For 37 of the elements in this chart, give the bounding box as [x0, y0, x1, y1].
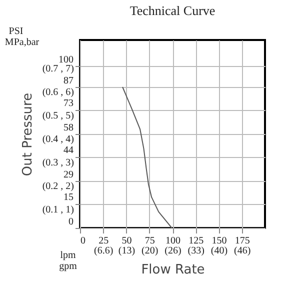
y-tick-label: 100	[58, 54, 74, 66]
x2-tick-label: (46)	[234, 246, 251, 256]
x-tick-label: 100	[166, 236, 180, 246]
x-tick-label: 50	[122, 236, 132, 246]
x-tick-label: 25	[98, 236, 109, 246]
x-tick-label: 175	[234, 236, 250, 246]
text: (0.3 , 3)	[42, 158, 74, 168]
x-tick-label: 125	[188, 236, 204, 246]
y-tick-label: 73	[64, 98, 74, 110]
y-tick-label: 44	[64, 145, 74, 156]
x-axis-title: Flow Rate	[141, 262, 205, 278]
x-tick-label: 150	[212, 236, 227, 246]
text: (0.7 , 7)	[42, 64, 74, 74]
x2-tick-label: (20)	[142, 246, 158, 256]
text: (0.2 , 2)	[42, 181, 74, 192]
text: (0.6 , 6)	[42, 87, 74, 98]
x2-tick-label: (33)	[188, 246, 204, 256]
x2-tick-label: (26)	[164, 246, 182, 256]
x-tick-label: 0	[80, 236, 86, 246]
x2-tick-label: (13)	[118, 246, 136, 256]
text: gpm	[59, 261, 78, 272]
text: (0.1 , 1)	[42, 204, 74, 216]
y-tick-label: 29	[64, 170, 74, 180]
y-tick-label: 0	[68, 216, 74, 228]
y-tick-label: 58	[64, 122, 74, 134]
text: PSI	[8, 26, 24, 37]
chart-title: Technical Curve	[130, 3, 216, 18]
text: MPa,bar	[4, 37, 40, 48]
y-tick-label: 87	[64, 76, 74, 86]
x2-tick-label: (40)	[210, 246, 228, 256]
x2-tick-label: (6.6)	[94, 246, 114, 256]
text: (0.4 , 4)	[42, 134, 74, 145]
text: lpm	[60, 250, 76, 261]
x-tick-label: 75	[144, 236, 155, 246]
y-axis-title: Out Pressure	[20, 92, 36, 176]
y-tick-label: 15	[64, 192, 74, 204]
text: (0.5 , 5)	[42, 110, 74, 122]
